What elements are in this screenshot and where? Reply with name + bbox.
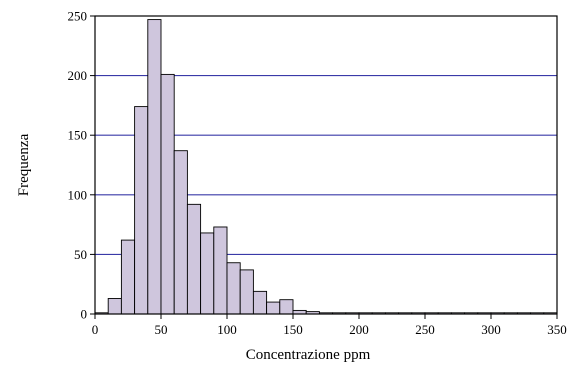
x-tick-label-50: 50 (155, 322, 168, 337)
bar-10 (107, 298, 122, 315)
bar-20 (120, 239, 136, 315)
x-tick-label-350: 350 (547, 322, 567, 337)
plot-frame (94, 15, 558, 315)
bar-130 (266, 301, 281, 315)
x-tick-label-0: 0 (92, 322, 99, 337)
bar-80 (200, 232, 215, 315)
bar-90 (213, 226, 228, 315)
bar-110 (239, 269, 254, 315)
bars (94, 19, 558, 315)
x-tick-label-300: 300 (481, 322, 501, 337)
y-tick-label-0: 0 (81, 307, 88, 322)
bar-60 (173, 150, 188, 315)
y-tick-label-200: 200 (68, 68, 88, 83)
bar-120 (252, 290, 268, 315)
x-axis-title: Concentrazione ppm (246, 347, 371, 363)
bar-70 (186, 203, 202, 315)
x-tick-label-200: 200 (349, 322, 369, 337)
x-tick-label-150: 150 (283, 322, 303, 337)
bar-50 (160, 73, 175, 315)
bar-40 (147, 19, 162, 315)
y-tick-label-150: 150 (68, 128, 88, 143)
bar-140 (279, 299, 294, 315)
bar-100 (226, 262, 241, 315)
y-axis-title: Frequenza (16, 133, 32, 196)
y-tick-label-250: 250 (68, 9, 88, 24)
y-tick-label-100: 100 (68, 187, 88, 202)
y-axis: 0 50 100 150 200 250 (68, 9, 95, 322)
x-tick-label-250: 250 (415, 322, 435, 337)
bar-30 (134, 106, 149, 315)
x-tick-label-100: 100 (217, 322, 237, 337)
y-tick-label-50: 50 (74, 247, 87, 262)
x-axis: 0 50 100 150 200 250 300 350 (92, 314, 567, 337)
